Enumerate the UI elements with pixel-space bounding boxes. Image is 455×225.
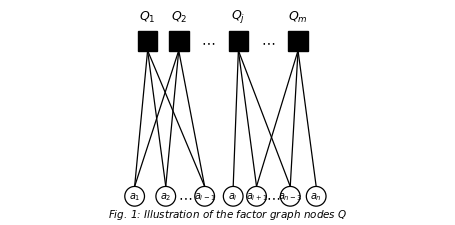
Text: $a_2$: $a_2$: [160, 191, 171, 202]
FancyBboxPatch shape: [137, 32, 157, 51]
Text: $a_n$: $a_n$: [309, 191, 321, 202]
Text: $Q_1$: $Q_1$: [139, 10, 156, 25]
FancyBboxPatch shape: [168, 32, 188, 51]
Text: $Q_m$: $Q_m$: [288, 10, 307, 25]
Ellipse shape: [280, 187, 299, 206]
Ellipse shape: [125, 187, 144, 206]
Text: $\cdots$: $\cdots$: [266, 189, 280, 203]
FancyBboxPatch shape: [228, 32, 248, 51]
Text: $Q_j$: $Q_j$: [231, 8, 245, 25]
Text: $\cdots$: $\cdots$: [201, 34, 215, 48]
Ellipse shape: [306, 187, 325, 206]
Ellipse shape: [156, 187, 175, 206]
Ellipse shape: [246, 187, 266, 206]
Ellipse shape: [223, 187, 243, 206]
Text: $a_{i-1}$: $a_{i-1}$: [193, 191, 215, 202]
FancyBboxPatch shape: [288, 32, 307, 51]
Ellipse shape: [194, 187, 214, 206]
Text: $Q_2$: $Q_2$: [170, 10, 187, 25]
Text: $\cdots$: $\cdots$: [261, 34, 275, 48]
Text: $a_{i+1}$: $a_{i+1}$: [245, 191, 267, 202]
Text: $a_i$: $a_i$: [228, 191, 238, 202]
Text: Fig. 1: Illustration of the factor graph nodes $Q$: Fig. 1: Illustration of the factor graph…: [108, 207, 347, 221]
Text: $a_1$: $a_1$: [129, 191, 140, 202]
Text: $\cdots$: $\cdots$: [178, 189, 192, 203]
Text: $a_{n-3}$: $a_{n-3}$: [278, 191, 302, 202]
